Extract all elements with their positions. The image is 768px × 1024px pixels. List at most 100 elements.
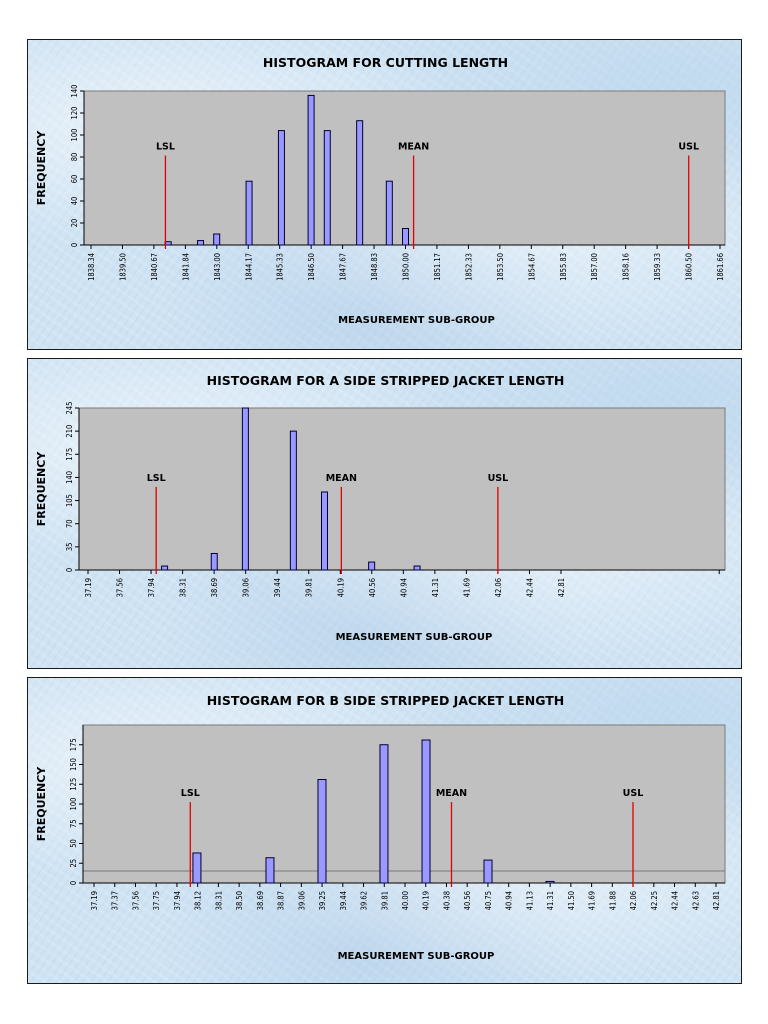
x-tick-label: 38.31: [214, 891, 223, 910]
x-tick-label: 1845.33: [276, 253, 285, 281]
x-tick-label: 1847.67: [339, 253, 348, 281]
histogram-bar: [307, 94, 315, 246]
y-tick-label: 150: [69, 758, 78, 771]
plot-area: [78, 407, 726, 571]
x-tick-label: 39.81: [305, 578, 314, 597]
x-tick-label: 1846.50: [307, 253, 316, 281]
x-tick-label: 37.19: [90, 891, 99, 910]
y-tick-label: 80: [70, 153, 79, 162]
x-tick-label: 38.50: [235, 891, 244, 910]
histogram-bar: [317, 779, 327, 884]
x-tick-label: 1850.00: [402, 253, 411, 281]
spec-limit-label: USL: [488, 473, 509, 484]
histogram-bar: [483, 859, 493, 884]
histogram-bar: [213, 233, 221, 246]
x-tick-label: 42.63: [691, 891, 700, 910]
y-tick-label: 40: [70, 197, 79, 206]
chart-svg: HISTOGRAM FOR B SIDE STRIPPED JACKET LEN…: [35, 693, 726, 962]
x-tick-label: 39.81: [380, 891, 389, 910]
y-axis-label: FREQUENCY: [35, 130, 48, 206]
x-tick-label: 40.56: [463, 891, 472, 910]
histogram-bar: [245, 180, 253, 246]
x-tick-label: 40.00: [401, 891, 410, 910]
histogram-bar: [192, 852, 202, 884]
histogram-bar: [161, 565, 169, 571]
x-tick-label: 39.44: [339, 891, 348, 910]
x-tick-label: 37.56: [131, 891, 140, 910]
y-tick-label: 120: [70, 107, 79, 120]
y-tick-label: 125: [69, 778, 78, 791]
x-tick-label: 1839.50: [118, 253, 127, 281]
histogram-bar: [323, 130, 331, 246]
x-tick-label: 1857.00: [590, 253, 599, 281]
histogram-bar: [265, 857, 275, 884]
x-tick-label: 38.69: [256, 891, 265, 910]
x-tick-label: 1840.67: [150, 253, 159, 281]
x-tick-label: 37.37: [111, 891, 120, 910]
x-tick-label: 41.88: [608, 891, 617, 910]
x-tick-label: 40.94: [505, 891, 514, 910]
y-tick-label: 175: [69, 738, 78, 751]
x-tick-label: 42.81: [712, 891, 721, 910]
x-tick-label: 40.75: [484, 891, 493, 910]
spec-limit-label: MEAN: [326, 473, 357, 484]
histogram-panel-a-side-jacket-length: HISTOGRAM FOR A SIDE STRIPPED JACKET LEN…: [27, 358, 742, 669]
y-axis-label: FREQUENCY: [35, 451, 48, 527]
histogram-bar: [197, 240, 205, 246]
x-tick-label: 1852.33: [464, 253, 473, 281]
plot-area: [82, 724, 726, 884]
y-axis-label: FREQUENCY: [35, 766, 48, 842]
histogram-bar: [321, 491, 328, 571]
histogram-bar: [241, 407, 249, 571]
x-tick-label: 39.06: [242, 578, 251, 597]
x-axis-label: MEASUREMENT SUB-GROUP: [338, 951, 495, 962]
x-tick-label: 39.44: [273, 578, 282, 597]
x-tick-label: 42.44: [525, 578, 534, 597]
x-tick-label: 37.56: [116, 578, 125, 597]
spec-limit-label: MEAN: [398, 142, 429, 153]
x-tick-label: 1855.83: [559, 253, 568, 281]
x-tick-label: 42.25: [650, 891, 659, 910]
histogram-bar: [545, 880, 555, 884]
histogram-bar: [402, 228, 409, 246]
spec-limit-label: LSL: [181, 788, 200, 799]
y-tick-label: 100: [69, 798, 78, 811]
y-tick-label: 35: [65, 543, 74, 552]
chart-svg: HISTOGRAM FOR CUTTING LENGTH FREQUENCY MEA…: [35, 55, 726, 326]
x-tick-label: 39.25: [318, 891, 327, 910]
y-tick-label: 0: [65, 568, 74, 572]
x-tick-label: 1841.84: [181, 253, 190, 281]
x-tick-label: 39.62: [360, 891, 369, 910]
plot-area: [83, 90, 726, 246]
y-tick-label: 175: [65, 448, 74, 461]
x-tick-label: 1854.67: [527, 253, 536, 281]
x-tick-label: 42.06: [629, 891, 638, 910]
chart-svg: HISTOGRAM FOR A SIDE STRIPPED JACKET LEN…: [35, 373, 726, 643]
chart-title: HISTOGRAM FOR A SIDE STRIPPED JACKET LEN…: [207, 373, 565, 388]
x-tick-label: 41.69: [588, 891, 597, 910]
y-tick-label: 100: [70, 129, 79, 142]
x-tick-label: 1858.16: [622, 253, 631, 281]
x-axis-label: MEASUREMENT SUB-GROUP: [338, 315, 495, 326]
spec-limit-label: USL: [678, 142, 699, 153]
y-tick-label: 25: [69, 859, 78, 868]
histogram-bar: [413, 565, 421, 571]
y-tick-label: 70: [65, 519, 74, 528]
x-tick-label: 1844.17: [244, 253, 253, 281]
x-tick-label: 37.94: [147, 578, 156, 597]
histogram-bar: [210, 552, 218, 571]
spec-limit-label: MEAN: [436, 788, 467, 799]
x-axis-label: MEASUREMENT SUB-GROUP: [336, 632, 493, 643]
chart-title: HISTOGRAM FOR B SIDE STRIPPED JACKET LEN…: [207, 693, 565, 708]
y-tick-label: 0: [70, 243, 79, 247]
y-tick-label: 210: [65, 425, 74, 438]
y-tick-label: 20: [70, 219, 79, 228]
y-tick-label: 140: [65, 471, 74, 484]
x-tick-label: 40.19: [422, 891, 431, 910]
x-tick-label: 39.06: [297, 891, 306, 910]
x-tick-label: 41.13: [525, 891, 534, 910]
x-tick-label: 40.94: [399, 578, 408, 597]
x-tick-label: 38.31: [179, 578, 188, 597]
x-tick-label: 37.19: [84, 578, 93, 597]
x-tick-label: 1851.17: [433, 253, 442, 281]
